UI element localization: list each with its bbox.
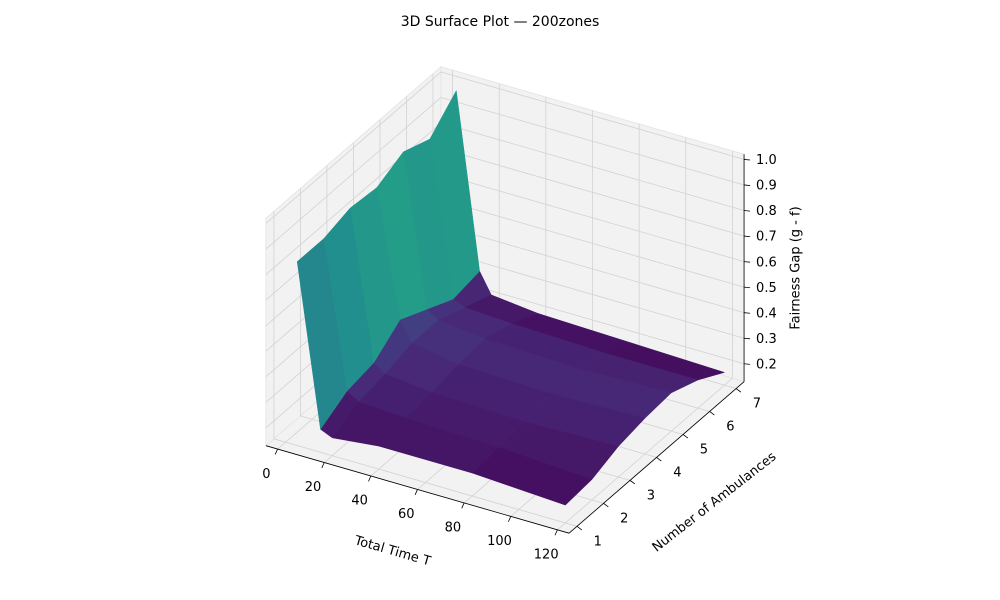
z-tick-label: 0.2 — [756, 357, 777, 372]
grid-line — [265, 97, 442, 250]
grid-line — [440, 199, 745, 288]
x-tick-mark — [554, 529, 558, 536]
y-axis-label: Number of Ambulances — [650, 449, 780, 555]
z-tick-label: 0.9 — [756, 179, 777, 194]
x-tick-label: 120 — [534, 548, 559, 563]
chart-title: 3D Surface Plot — 200zones — [401, 14, 600, 30]
z-tick-label: 0.8 — [756, 204, 777, 219]
z-tick-mark — [744, 261, 751, 263]
z-tick-mark — [744, 210, 751, 212]
x-tick-mark — [321, 462, 325, 469]
y-tick-label: 7 — [753, 397, 761, 412]
y-tick-mark — [709, 411, 715, 416]
z-tick-label: 0.6 — [756, 255, 777, 270]
z-tick-mark — [744, 363, 751, 365]
z-tick-mark — [744, 184, 751, 186]
z-tick-mark — [744, 286, 751, 289]
grid-line — [265, 71, 442, 224]
z-axis-label: Fairness Gap (g - f) — [789, 206, 804, 329]
y-tick-mark — [576, 525, 583, 531]
z-tick-mark — [744, 337, 751, 340]
y-tick-mark — [656, 457, 662, 462]
y-tick-label: 6 — [726, 420, 734, 435]
grid-line — [440, 173, 745, 262]
grid-line — [440, 122, 745, 211]
z-tick-label: 0.7 — [756, 230, 777, 245]
surface-face — [471, 447, 593, 506]
x-tick-mark — [507, 516, 512, 522]
y-tick-label: 4 — [673, 466, 681, 481]
grid-line — [440, 148, 745, 237]
z-tick-mark — [744, 312, 751, 314]
grid-line — [440, 250, 745, 339]
z-tick-label: 1.0 — [756, 153, 777, 168]
x-tick-label: 100 — [487, 534, 512, 549]
y-tick-mark — [603, 503, 609, 508]
z-tick-mark — [744, 159, 751, 161]
surface-face — [296, 238, 348, 430]
y-tick-mark — [629, 480, 636, 485]
y-tick-label: 1 — [594, 534, 602, 549]
x-tick-label: 0 — [262, 467, 270, 482]
grid-line — [273, 438, 578, 527]
grid-line — [440, 224, 745, 314]
z-tick-label: 0.3 — [756, 332, 777, 347]
y-tick-label: 3 — [647, 488, 655, 503]
y-tick-label: 2 — [620, 511, 628, 526]
x-tick-label: 60 — [398, 507, 415, 522]
x-axis-label: Total Time T — [352, 533, 432, 569]
z-tick-mark — [744, 235, 751, 238]
y-tick-mark — [682, 434, 689, 439]
y-tick-mark — [735, 388, 742, 393]
grid-line — [440, 97, 745, 186]
x-tick-label: 80 — [445, 521, 462, 536]
z-tick-label: 0.4 — [756, 306, 777, 321]
x-tick-label: 20 — [305, 480, 322, 495]
x-tick-mark — [274, 448, 278, 455]
x-tick-mark — [368, 475, 372, 482]
grid-line — [440, 275, 745, 365]
x-tick-mark — [461, 502, 465, 509]
z-tick-label: 0.5 — [756, 281, 777, 296]
grid-line — [440, 71, 745, 160]
x-tick-mark — [414, 489, 418, 496]
y-tick-label: 5 — [700, 443, 708, 458]
x-tick-label: 40 — [351, 494, 368, 509]
